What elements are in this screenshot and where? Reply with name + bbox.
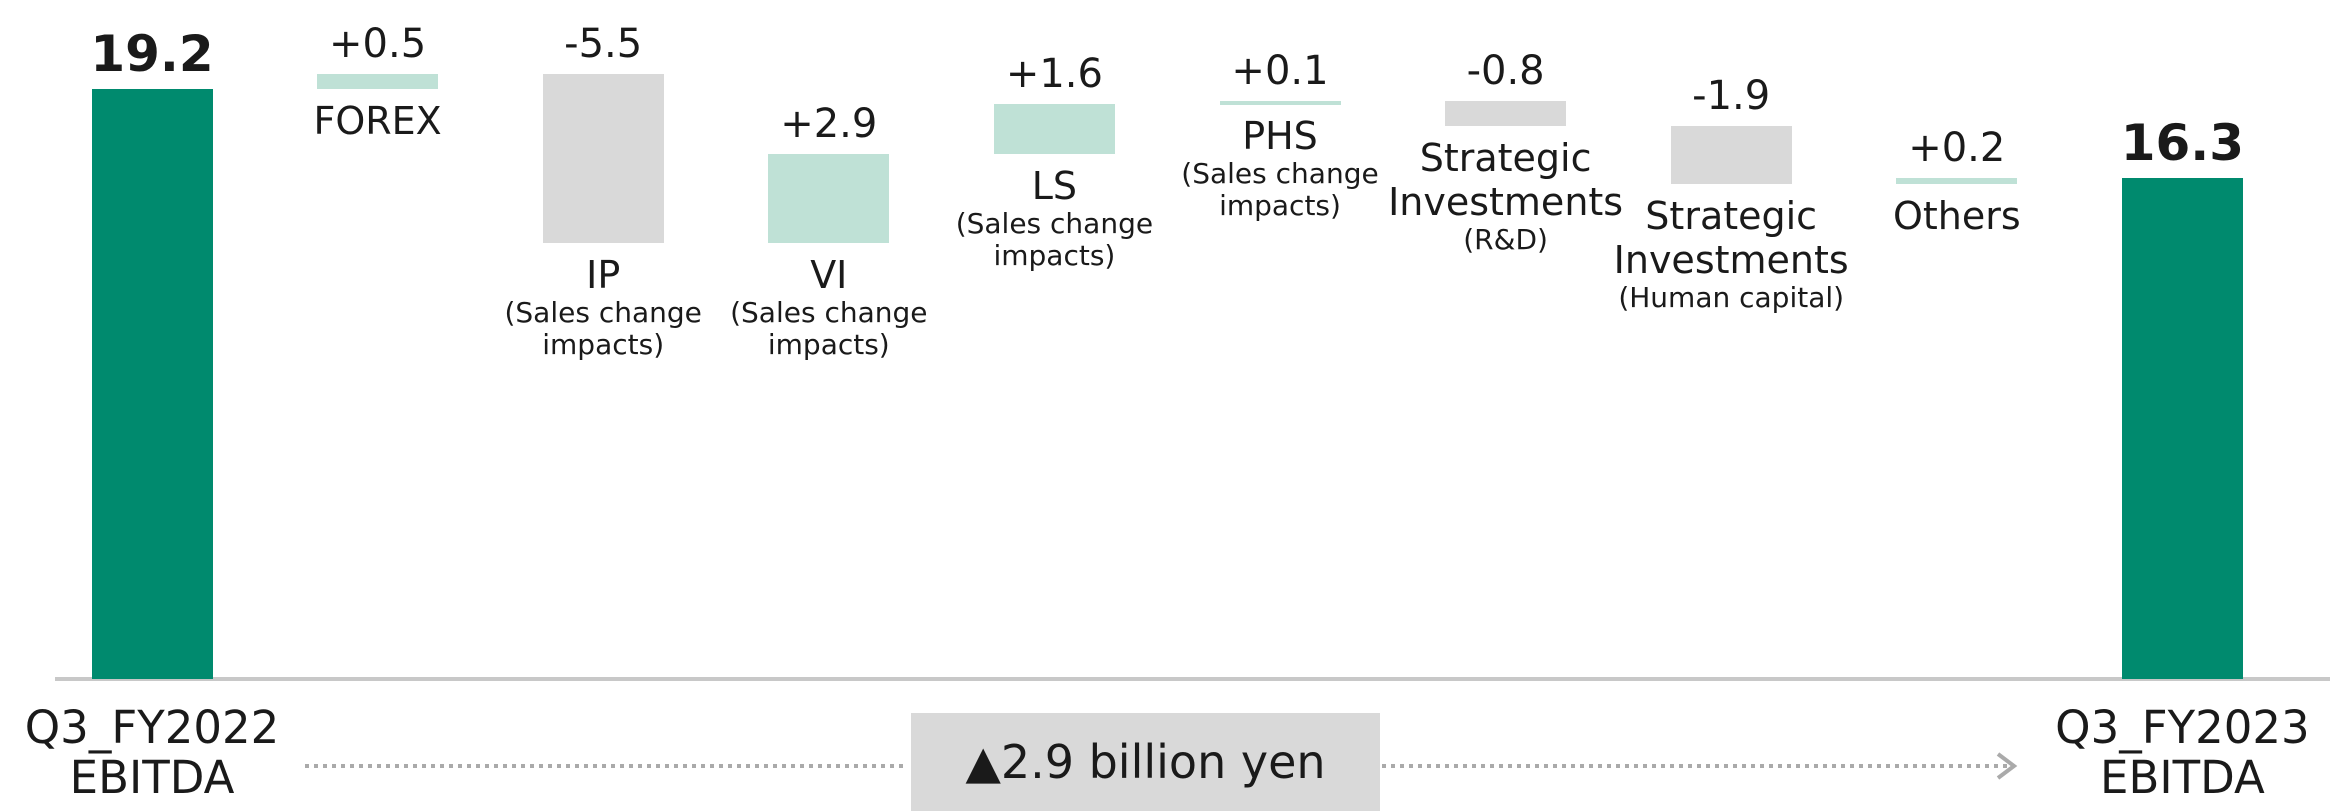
category-label-group: FOREX xyxy=(258,99,498,143)
category-sublabel: (R&D) xyxy=(1463,222,1548,256)
value-label: +2.9 xyxy=(780,100,878,147)
category-label: Others xyxy=(1892,194,2021,239)
category-sublabel: (Sales change impacts) xyxy=(955,206,1154,272)
value-label: 19.2 xyxy=(90,25,214,84)
category-label-group: Strategic Investments (Human capital) xyxy=(1611,194,1851,314)
category-label-group: LS (Sales change impacts) xyxy=(934,164,1174,272)
bar xyxy=(2121,178,2243,679)
bar xyxy=(1219,101,1341,106)
value-label: -0.8 xyxy=(1466,48,1545,95)
category-label: PHS xyxy=(1242,114,1318,159)
category-label: VI xyxy=(810,252,848,297)
bar xyxy=(542,73,664,243)
category-sublabel: (Sales change impacts) xyxy=(730,295,928,361)
value-label: +0.2 xyxy=(1908,125,2006,172)
value-label: +0.5 xyxy=(329,20,427,67)
annotation: ▲2.9 billion yen xyxy=(911,713,1380,811)
category-label: Q3_FY2022 EBITDA xyxy=(24,701,280,804)
category-label-group: Others xyxy=(1837,194,2077,238)
value-label: 16.3 xyxy=(2120,114,2245,173)
value-label: -1.9 xyxy=(1692,72,1771,119)
value-label: -5.5 xyxy=(564,20,643,67)
category-label: FOREX xyxy=(313,99,442,144)
category-label-group: Strategic Investments (R&D) xyxy=(1386,136,1626,256)
category-label-group: PHS (Sales change impacts) xyxy=(1160,114,1400,222)
value-label: +0.1 xyxy=(1231,48,1329,95)
category-label: Strategic Investments xyxy=(1388,135,1624,224)
bar xyxy=(1670,125,1792,185)
category-sublabel: (Sales change impacts) xyxy=(504,295,702,361)
bar xyxy=(1896,178,2018,185)
category-label: Strategic Investments xyxy=(1613,194,1849,283)
category-label: LS xyxy=(1031,163,1078,208)
category-label: IP xyxy=(586,252,621,297)
bar xyxy=(993,104,1115,154)
bar xyxy=(768,153,890,243)
value-label: +1.6 xyxy=(1005,51,1103,98)
category-label: Q3_FY2023 EBITDA xyxy=(2055,701,2310,804)
category-sublabel: (Sales change impacts) xyxy=(1181,157,1379,223)
bar xyxy=(317,73,439,90)
category-label-group: IP (Sales change impacts) xyxy=(483,253,723,361)
arrow-head xyxy=(1996,752,2018,780)
bar xyxy=(91,89,213,679)
category-sublabel: (Human capital) xyxy=(1618,281,1845,315)
bar xyxy=(1445,101,1567,126)
category-label-group: VI (Sales change impacts) xyxy=(709,253,949,361)
